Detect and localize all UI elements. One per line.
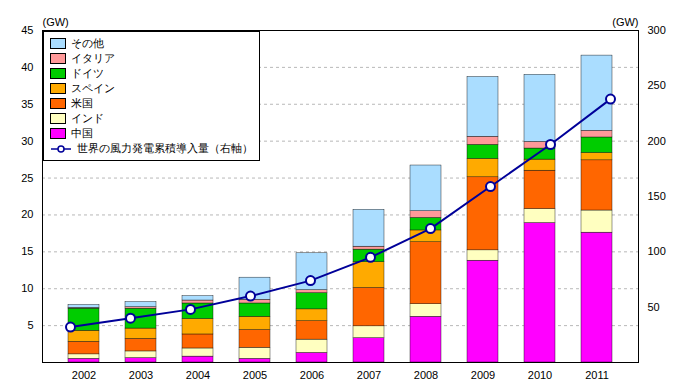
svg-text:2011: 2011: [585, 369, 609, 381]
svg-text:2002: 2002: [72, 369, 96, 381]
svg-text:150: 150: [648, 190, 666, 202]
svg-text:20: 20: [21, 208, 33, 220]
html-text:その他: その他: [71, 37, 104, 49]
svg-text:15: 15: [21, 245, 33, 257]
html-text:米国: 米国: [71, 97, 93, 109]
svg-text:100: 100: [648, 245, 666, 257]
svg-text:2005: 2005: [243, 369, 267, 381]
svg-text:50: 50: [648, 301, 660, 313]
svg-text:25: 25: [21, 172, 33, 184]
svg-text:30: 30: [21, 135, 33, 147]
svg-text:300: 300: [648, 24, 666, 36]
html-text:世界の風力発電累積導入量（右軸）: 世界の風力発電累積導入量（右軸）: [77, 142, 253, 154]
svg-text:(GW): (GW): [612, 16, 638, 28]
svg-text:2007: 2007: [357, 369, 381, 381]
html-text:ドイツ: ドイツ: [71, 67, 104, 79]
html-text:中国: 中国: [71, 127, 93, 139]
svg-text:2008: 2008: [414, 369, 438, 381]
svg-text:2010: 2010: [528, 369, 552, 381]
html-text:インド: インド: [71, 112, 104, 124]
svg-text:35: 35: [21, 98, 33, 110]
svg-text:40: 40: [21, 61, 33, 73]
html-text:イタリア: イタリア: [71, 52, 115, 64]
svg-text:2003: 2003: [129, 369, 153, 381]
svg-text:45: 45: [21, 24, 33, 36]
svg-text:250: 250: [648, 79, 666, 91]
svg-text:5: 5: [27, 319, 33, 331]
html-text:スペイン: スペイン: [71, 82, 115, 94]
svg-text:2004: 2004: [186, 369, 210, 381]
svg-text:10: 10: [21, 282, 33, 294]
svg-text:2006: 2006: [300, 369, 324, 381]
svg-text:(GW): (GW): [43, 16, 69, 28]
svg-text:2009: 2009: [471, 369, 495, 381]
svg-text:200: 200: [648, 135, 666, 147]
